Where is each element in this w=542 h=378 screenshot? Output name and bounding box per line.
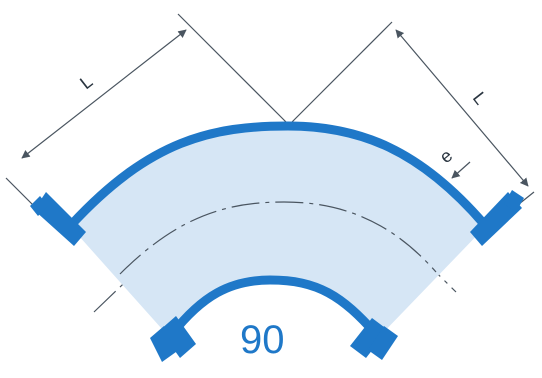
- elbow-fill: [70, 124, 486, 338]
- right-flange-inner: [350, 318, 388, 358]
- centre-line: [119, 201, 437, 275]
- right-length-label: L: [469, 88, 491, 108]
- left-extension-line-inner: [177, 13, 289, 125]
- angle-label: 90: [240, 318, 285, 362]
- elbow-body: [30, 121, 524, 362]
- wall-thickness-label: e: [436, 145, 457, 167]
- left-length-label: L: [76, 71, 96, 93]
- right-length-dimension-line: [395, 29, 529, 187]
- left-flange-inner: [160, 316, 196, 358]
- outer-wall: [67, 121, 489, 229]
- inner-wall: [167, 275, 381, 339]
- right-flange-inner-cap: [368, 326, 398, 360]
- left-flange-outer-cap: [30, 196, 48, 216]
- right-extension-line-inner: [291, 21, 393, 123]
- left-flange-inner-cap: [150, 326, 176, 362]
- left-length-dimension-line: [21, 29, 187, 159]
- right-flange-outer-cap: [504, 190, 524, 212]
- thickness-indicator-line: [451, 161, 471, 179]
